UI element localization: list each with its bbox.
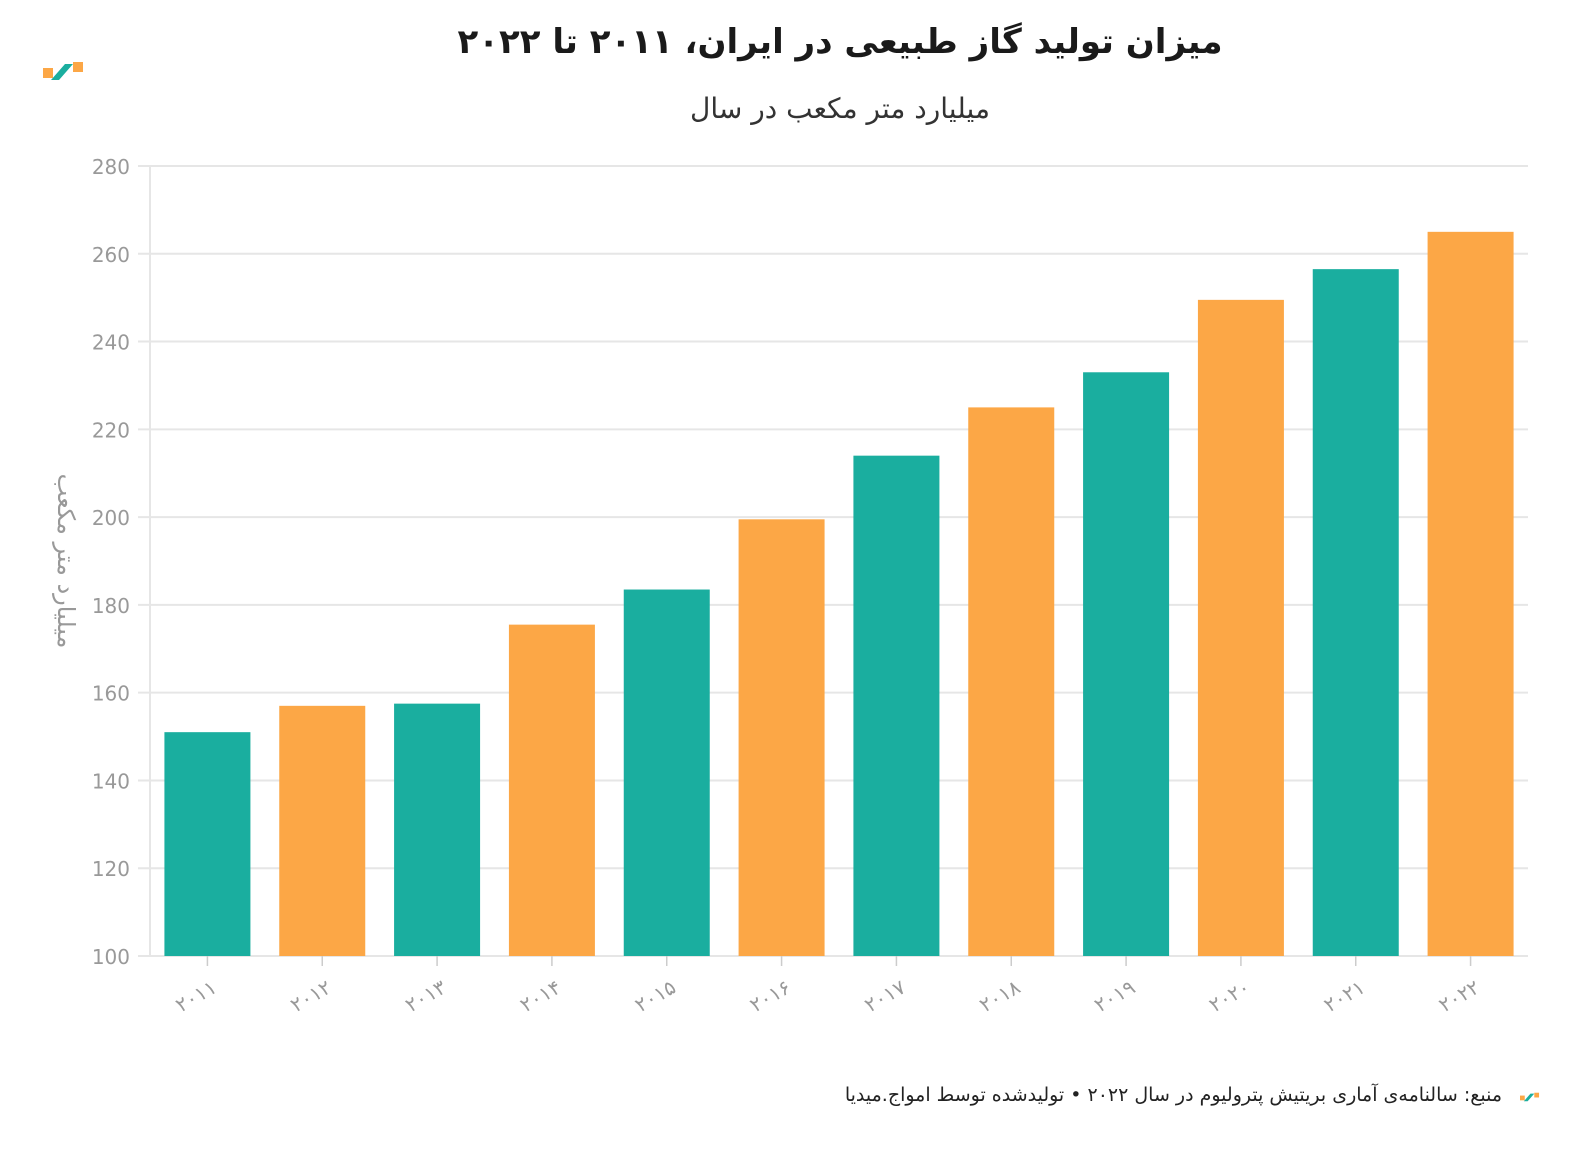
x-tick-label: ۲۰۱۱ — [171, 975, 220, 1017]
source-note: منبع: سالنامه‌ی آماری بریتیش پترولیوم در… — [844, 1084, 1502, 1106]
bar — [1427, 231, 1514, 957]
y-tick-label: 220 — [92, 418, 130, 442]
amwaj-logo-icon — [43, 62, 83, 80]
x-tick-label: ۲۰۱۷ — [860, 975, 909, 1017]
x-tick-label: ۲۰۱۳ — [401, 975, 450, 1017]
bar — [1312, 269, 1399, 956]
x-tick-label: ۲۰۱۶ — [745, 975, 794, 1017]
y-tick-label: 100 — [92, 945, 130, 969]
x-tick-label: ۲۰۲۱ — [1320, 975, 1369, 1017]
bar — [1197, 299, 1284, 957]
bar — [508, 624, 595, 956]
chart-title: میزان تولید گاز طبیعی در ایران، ۲۰۱۱ تا … — [457, 22, 1223, 62]
x-tick-label: ۲۰۲۲ — [1434, 975, 1483, 1017]
chart-subtitle: میلیارد متر مکعب در سال — [690, 92, 990, 125]
y-tick-label: 180 — [92, 594, 130, 618]
y-tick-label: 160 — [92, 682, 130, 706]
y-tick-label: 260 — [92, 243, 130, 267]
bar — [164, 732, 251, 956]
x-tick-label: ۲۰۱۸ — [975, 975, 1024, 1017]
y-tick-label: 140 — [92, 769, 130, 793]
amwaj-logo-small-icon — [1520, 1092, 1540, 1102]
bar — [279, 705, 366, 956]
x-tick-label: ۲۰۱۵ — [631, 975, 680, 1017]
bar — [968, 407, 1055, 956]
bar — [1083, 372, 1170, 956]
bar — [623, 589, 710, 956]
y-tick-label: 240 — [92, 331, 130, 355]
x-tick-label: ۲۰۱۲ — [286, 975, 335, 1017]
x-tick-label: ۲۰۱۹ — [1090, 975, 1139, 1017]
bar — [853, 455, 940, 956]
y-tick-label: 280 — [92, 155, 130, 179]
bar — [738, 519, 825, 956]
y-tick-label: 200 — [92, 506, 130, 530]
bar — [394, 703, 481, 956]
y-axis-label: میلیارد متر مکعب — [52, 474, 80, 649]
y-tick-label: 120 — [92, 857, 130, 881]
x-tick-label: ۲۰۱۴ — [516, 975, 565, 1017]
x-tick-label: ۲۰۲۰ — [1205, 975, 1254, 1017]
